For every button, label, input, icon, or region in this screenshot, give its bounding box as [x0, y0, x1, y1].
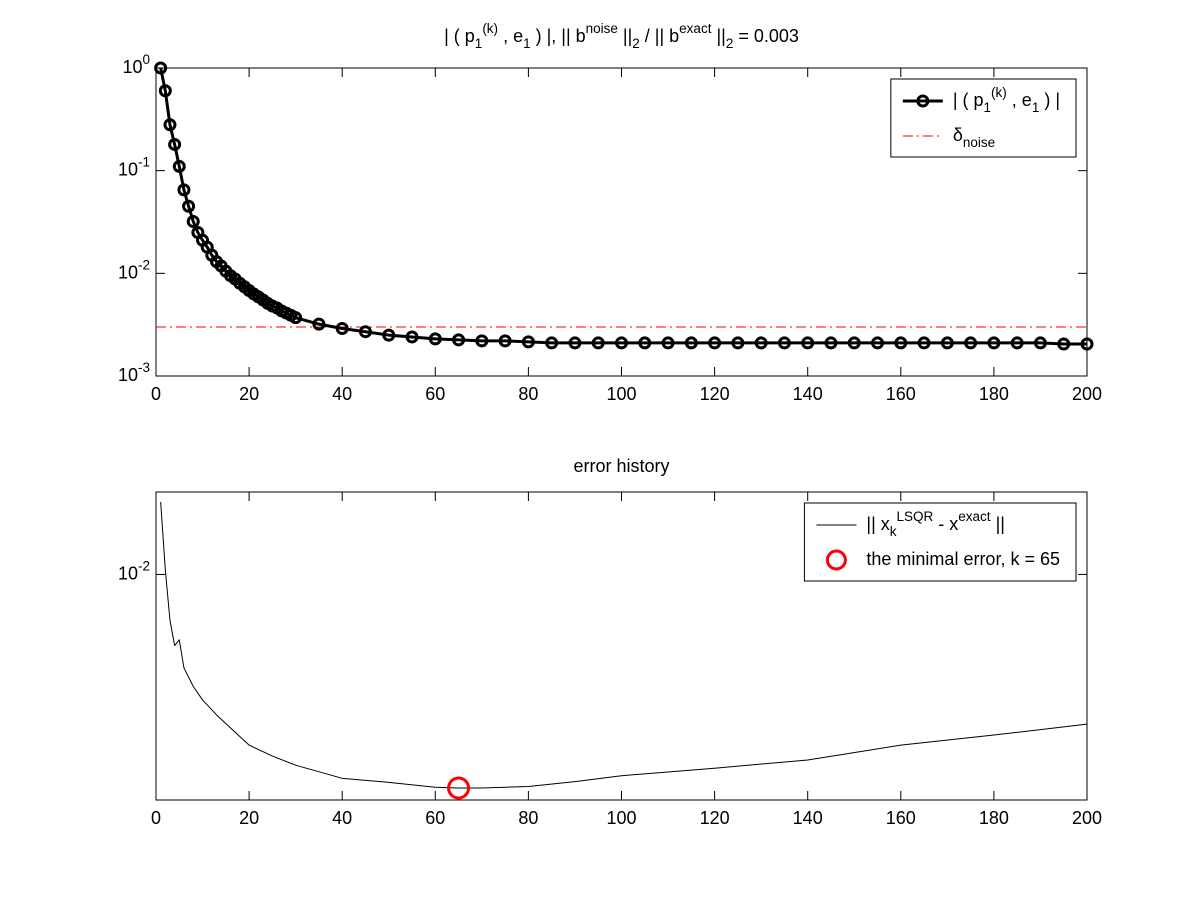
marker: [452, 333, 466, 347]
marker: [871, 336, 885, 350]
x-tick-label: 60: [425, 808, 445, 828]
x-tick-label: 20: [239, 384, 259, 404]
x-tick-label: 40: [332, 384, 352, 404]
x-tick-label: 80: [518, 384, 538, 404]
marker: [521, 335, 535, 349]
marker: [186, 214, 200, 228]
marker: [428, 332, 442, 346]
marker: [964, 336, 978, 350]
marker: [312, 317, 326, 331]
marker: [917, 336, 931, 350]
chart-title: error history: [573, 456, 669, 476]
legend-box: [890, 78, 1077, 158]
legend-label: || xkLSQR - xexact ||: [866, 509, 1005, 539]
marker: [289, 311, 303, 325]
x-tick-label: 160: [886, 384, 916, 404]
chart-title: | ( p1(k) , e1 ) |, || bnoise ||2 / || b…: [444, 21, 799, 51]
marker: [168, 137, 182, 151]
marker: [1080, 337, 1094, 351]
marker: [158, 84, 172, 98]
y-tick-label: 10-2: [118, 558, 150, 583]
legend: | ( p1(k) , e1 ) | δnoise: [890, 78, 1077, 158]
marker: [1033, 336, 1047, 350]
x-tick-label: 180: [979, 384, 1009, 404]
marker: [731, 336, 745, 350]
marker: [940, 336, 954, 350]
x-tick-label: 160: [886, 808, 916, 828]
legend-label: δnoise: [953, 125, 995, 150]
y-tick-label: 10-3: [118, 360, 150, 385]
marker: [638, 336, 652, 350]
marker: [568, 336, 582, 350]
x-tick-label: 140: [793, 808, 823, 828]
x-tick-label: 20: [239, 808, 259, 828]
y-tick-label: 10-1: [118, 155, 150, 180]
marker: [405, 330, 419, 344]
marker: [545, 336, 559, 350]
marker: [801, 336, 815, 350]
series-line: [160, 501, 1088, 789]
marker: [498, 334, 512, 348]
legend: || xkLSQR - xexact || the minimal error, …: [803, 502, 1077, 582]
legend-marker: [825, 549, 847, 571]
marker: [847, 336, 861, 350]
x-tick-label: 0: [151, 808, 161, 828]
marker: [987, 336, 1001, 350]
legend-label: the minimal error, k = 65: [866, 549, 1060, 569]
marker: [382, 328, 396, 342]
y-tick-label: 10-2: [118, 257, 150, 282]
legend-marker: [916, 94, 930, 108]
marker: [824, 336, 838, 350]
marker: [1010, 336, 1024, 350]
marker: [154, 61, 168, 75]
marker: [684, 336, 698, 350]
marker: [172, 159, 186, 173]
x-tick-label: 80: [518, 808, 538, 828]
marker: [591, 336, 605, 350]
x-tick-label: 140: [793, 384, 823, 404]
marker: [894, 336, 908, 350]
marker: [708, 336, 722, 350]
x-tick-label: 60: [425, 384, 445, 404]
legend-box: [803, 502, 1077, 582]
marker: [358, 325, 372, 339]
marker: [661, 336, 675, 350]
marker: [177, 183, 191, 197]
marker: [615, 336, 628, 350]
x-tick-label: 100: [606, 384, 636, 404]
marker: [754, 336, 768, 350]
legend-label: | ( p1(k) , e1 ) |: [953, 85, 1060, 115]
marker: [777, 336, 791, 350]
marker: [335, 322, 349, 336]
y-tick-label: 100: [122, 52, 150, 77]
marker: [1057, 337, 1071, 351]
x-tick-label: 200: [1072, 384, 1102, 404]
x-tick-label: 0: [151, 384, 161, 404]
marker: [475, 334, 489, 348]
x-tick-label: 200: [1072, 808, 1102, 828]
marker: [182, 199, 196, 213]
marker: [447, 776, 471, 800]
x-tick-label: 100: [606, 808, 636, 828]
x-tick-label: 120: [700, 384, 730, 404]
x-tick-label: 40: [332, 808, 352, 828]
marker: [163, 118, 177, 132]
x-tick-label: 120: [700, 808, 730, 828]
x-tick-label: 180: [979, 808, 1009, 828]
